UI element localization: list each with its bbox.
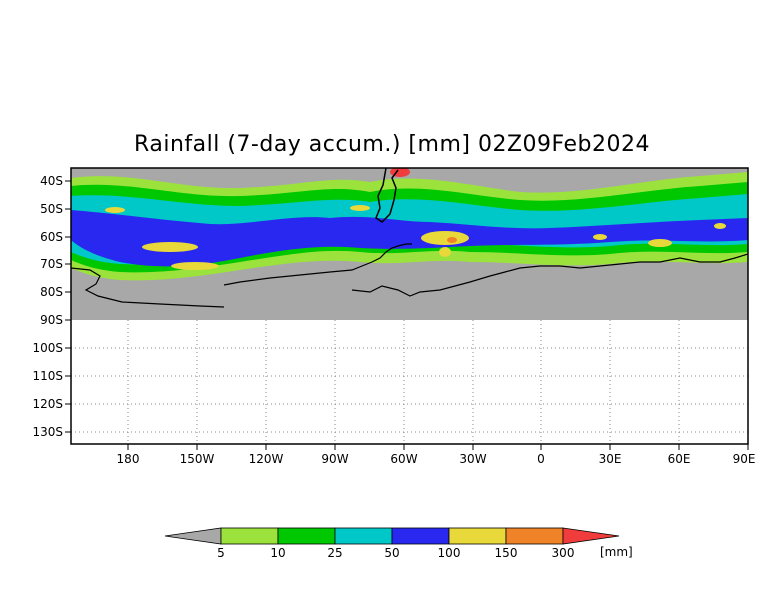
lat-label: 80S [40,285,63,299]
lon-label: 30W [459,452,486,466]
plot-frame [70,167,749,445]
rain-spot [142,242,198,252]
rain-spot [648,239,672,247]
lat-label: 120S [32,397,63,411]
south-america-coastline [375,168,399,223]
lon-label: 150W [180,452,215,466]
legend-level: 150 [495,546,518,560]
lon-label: 120W [249,452,284,466]
map-title: Rainfall (7-day accum.) [mm] 02Z09Feb202… [134,132,650,157]
color-legend [164,527,620,545]
legend-swatch [220,527,279,545]
legend-level: 5 [217,546,225,560]
legend-swatch [505,527,564,545]
lon-label: 180 [117,452,140,466]
lon-label: 0 [537,452,545,466]
legend-swatch [277,527,336,545]
rain-band-blue [71,210,748,267]
legend-level: 300 [552,546,575,560]
legend-level: 50 [384,546,399,560]
legend-level: 10 [270,546,285,560]
lat-label: 60S [40,230,63,244]
lat-label: 40S [40,174,63,188]
rain-spot [350,205,370,211]
lon-label: 90W [321,452,348,466]
rain-spot [421,231,469,245]
lat-label: 50S [40,202,63,216]
lon-label: 60E [668,452,691,466]
legend-swatch [334,527,393,545]
legend-unit: [mm] [600,545,633,559]
lat-label: 70S [40,257,63,271]
lat-label: 110S [32,369,63,383]
lat-axis [65,180,71,433]
lat-label: 100S [32,341,63,355]
legend-high-arrow [562,527,620,545]
lon-axis [127,444,749,450]
lat-label: 130S [32,425,63,439]
rain-spot [714,223,726,229]
lon-label: 30E [599,452,622,466]
rain-spot [593,234,607,240]
lon-label: 90E [733,452,756,466]
rain-spot [171,262,219,270]
antarctica-coastline [71,243,748,308]
legend-level: 25 [327,546,342,560]
legend-swatch [448,527,507,545]
lat-label: 90S [40,313,63,327]
rain-spot [105,207,125,213]
rain-spot [439,247,451,257]
legend-swatch [391,527,450,545]
legend-level: 100 [438,546,461,560]
grid-lines [71,320,748,444]
rain-spot-heavy [447,237,457,243]
legend-low-arrow [164,527,222,545]
lon-label: 60W [390,452,417,466]
